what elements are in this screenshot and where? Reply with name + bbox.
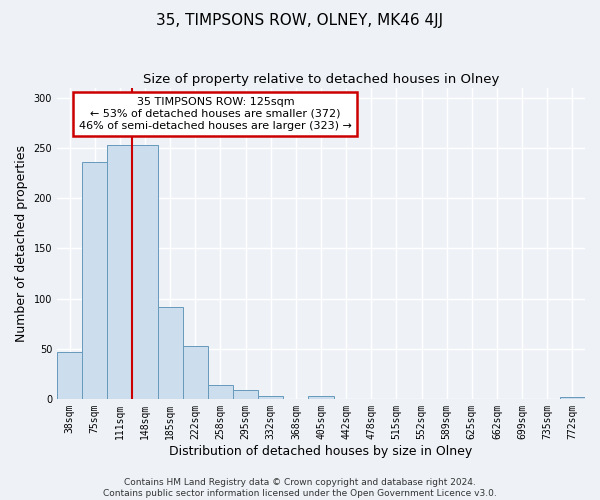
X-axis label: Distribution of detached houses by size in Olney: Distribution of detached houses by size … xyxy=(169,444,473,458)
Bar xyxy=(233,390,258,399)
Text: 35 TIMPSONS ROW: 125sqm
← 53% of detached houses are smaller (372)
46% of semi-d: 35 TIMPSONS ROW: 125sqm ← 53% of detache… xyxy=(79,98,352,130)
Bar xyxy=(308,396,334,399)
Bar xyxy=(183,346,208,399)
Title: Size of property relative to detached houses in Olney: Size of property relative to detached ho… xyxy=(143,72,499,86)
Bar xyxy=(133,145,158,399)
Bar xyxy=(107,145,133,399)
Y-axis label: Number of detached properties: Number of detached properties xyxy=(15,145,28,342)
Bar xyxy=(82,162,107,399)
Text: 35, TIMPSONS ROW, OLNEY, MK46 4JJ: 35, TIMPSONS ROW, OLNEY, MK46 4JJ xyxy=(157,12,443,28)
Bar xyxy=(158,306,183,399)
Bar xyxy=(208,385,233,399)
Text: Contains HM Land Registry data © Crown copyright and database right 2024.
Contai: Contains HM Land Registry data © Crown c… xyxy=(103,478,497,498)
Bar xyxy=(57,352,82,399)
Bar xyxy=(560,397,585,399)
Bar xyxy=(258,396,283,399)
